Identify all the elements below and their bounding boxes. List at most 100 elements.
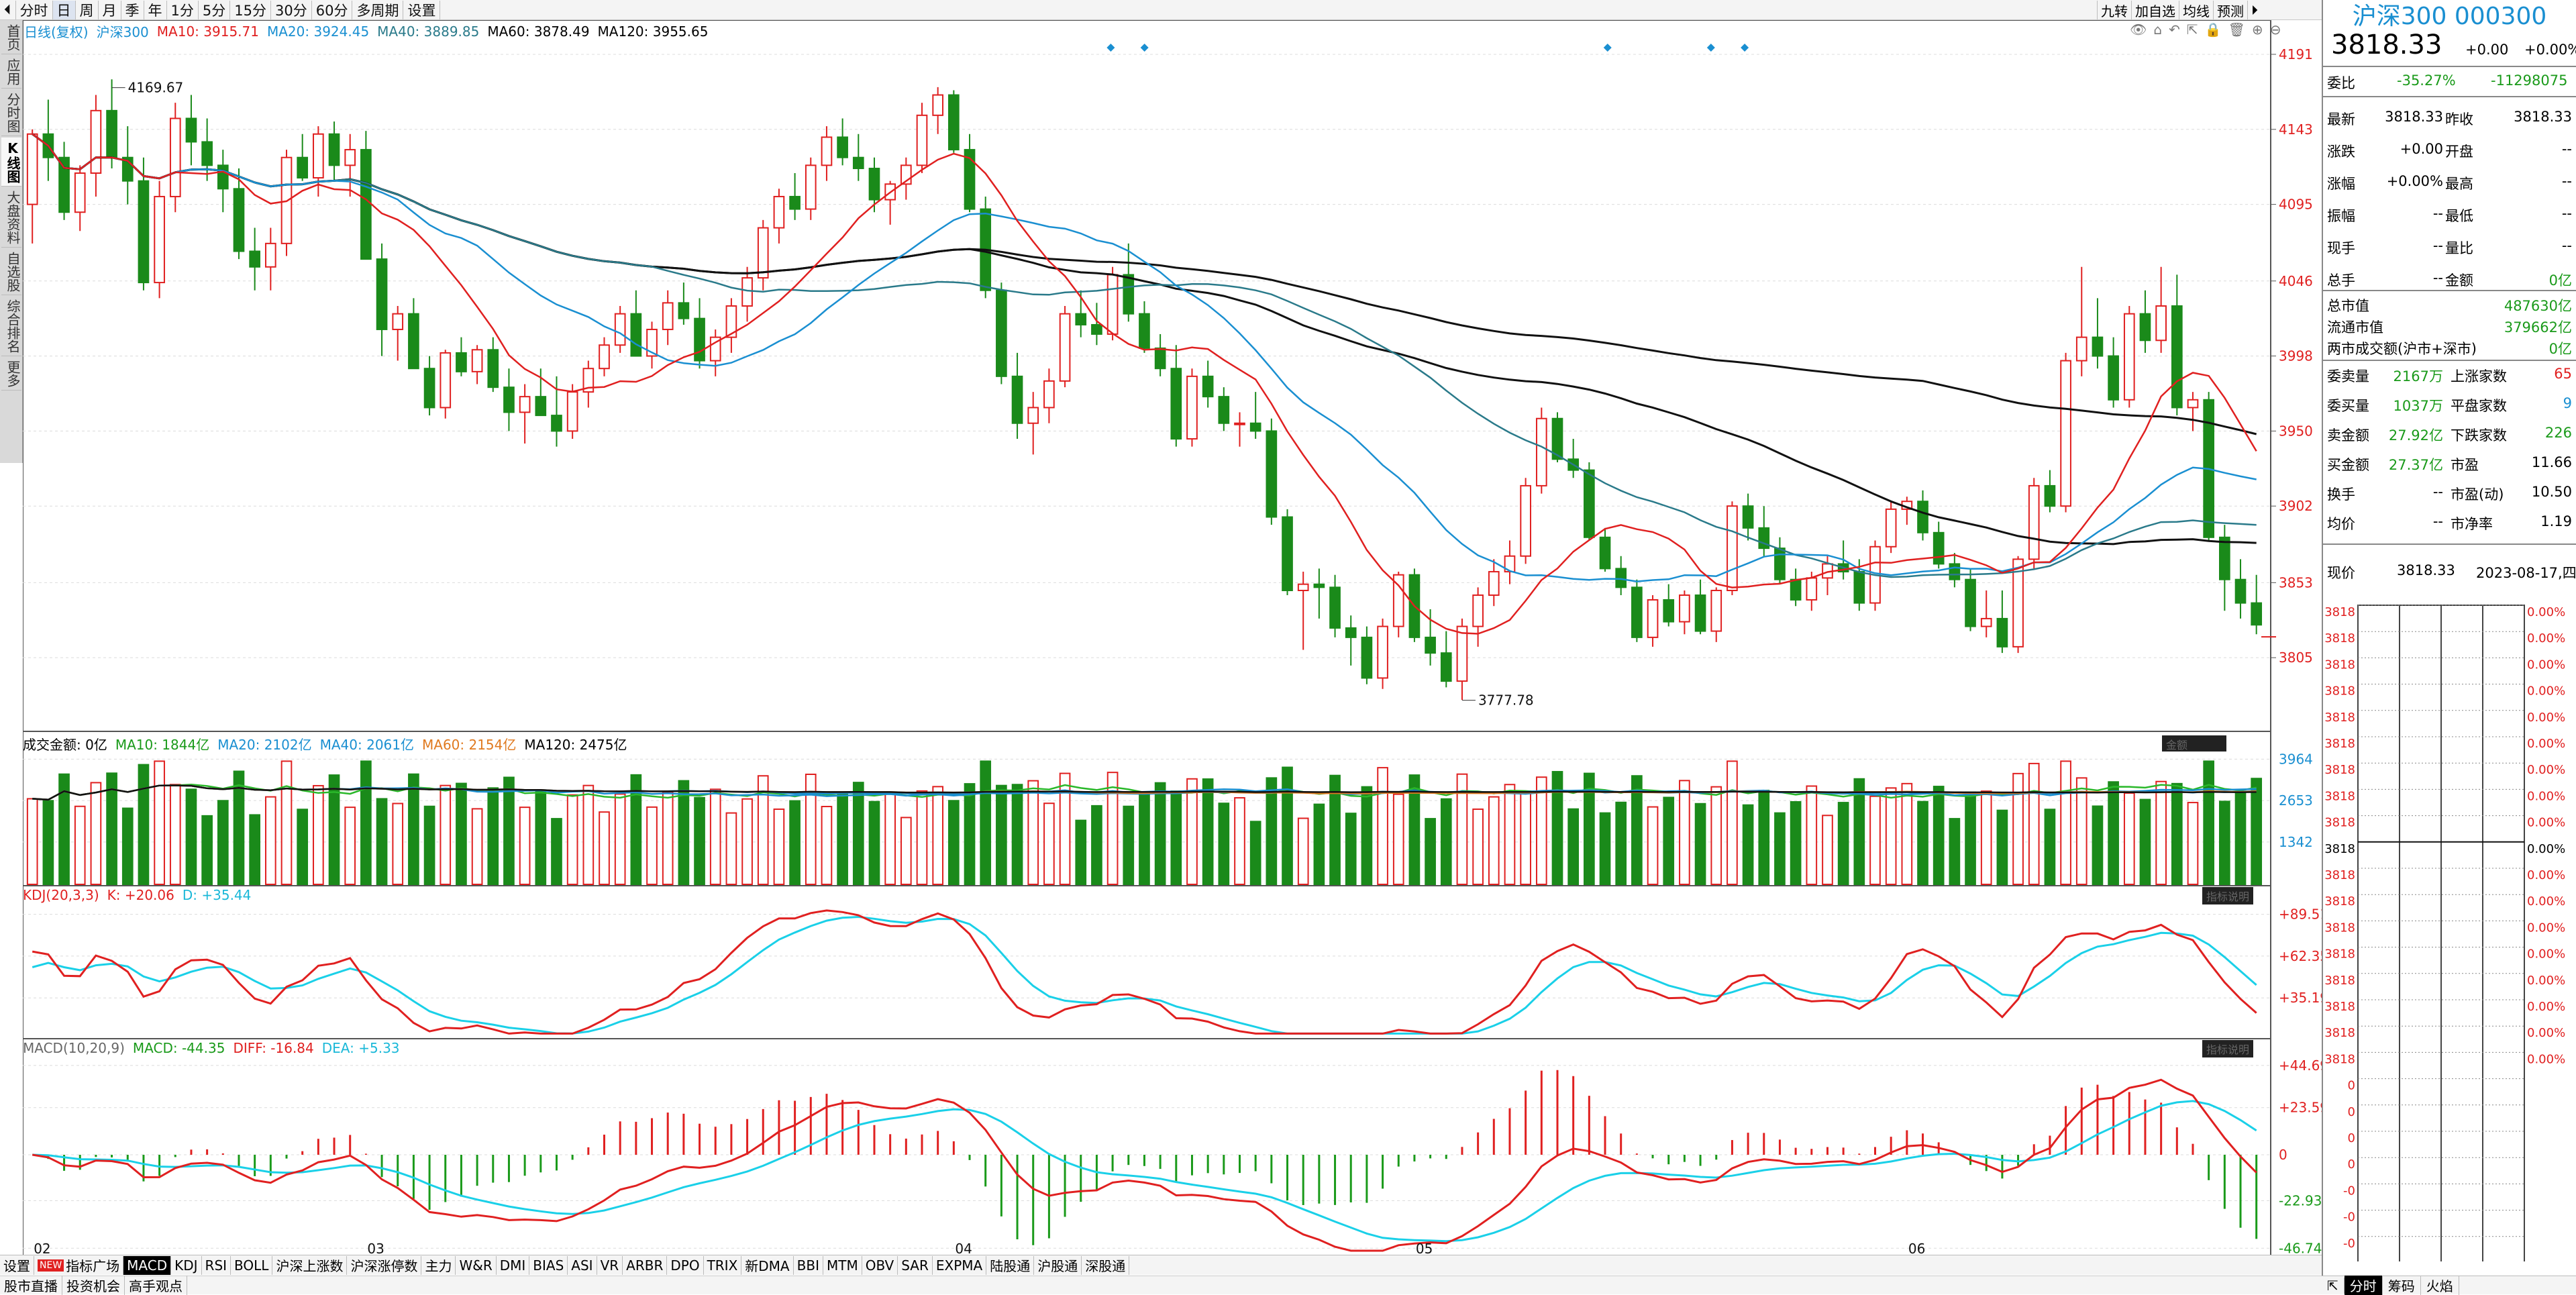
indicator-tab[interactable]: BIAS (529, 1255, 568, 1275)
candle-body[interactable] (789, 195, 801, 210)
indicator-tab[interactable]: OBV (862, 1255, 898, 1275)
period-tab[interactable]: 季 (121, 0, 144, 19)
indicator-tab[interactable]: MACD (123, 1255, 172, 1275)
candle-body[interactable] (328, 133, 340, 166)
candle-body[interactable] (90, 109, 102, 174)
candle-body[interactable] (154, 195, 165, 284)
candle-body[interactable] (1917, 501, 1928, 533)
candle-body[interactable] (1170, 368, 1182, 440)
candle-body[interactable] (1933, 531, 1945, 565)
candle-body[interactable] (2075, 336, 2088, 362)
macd-help-tag[interactable]: 指标说明 (2202, 1040, 2254, 1057)
candle-body[interactable] (1488, 571, 1500, 596)
candle-body[interactable] (487, 349, 499, 389)
indicator-tab[interactable]: SAR (898, 1255, 933, 1275)
candle-body[interactable] (217, 164, 229, 190)
candle-body[interactable] (1679, 594, 1690, 623)
indicator-tab[interactable]: DMI (497, 1255, 530, 1275)
candle-body[interactable] (503, 386, 515, 413)
candle-body[interactable] (773, 195, 785, 229)
candle-body[interactable] (408, 313, 419, 370)
candle-body[interactable] (1965, 578, 1976, 627)
indicator-tab[interactable]: 新DMA (741, 1255, 794, 1275)
candle-body[interactable] (1535, 417, 1547, 486)
candle-body[interactable] (868, 168, 880, 201)
candle-body[interactable] (423, 368, 435, 409)
candle-body[interactable] (249, 250, 260, 268)
candle-body[interactable] (2028, 484, 2040, 560)
indicator-tab[interactable]: KDJ (171, 1255, 202, 1275)
candle-body[interactable] (2123, 313, 2135, 401)
zoom-in-icon[interactable]: ⊕ (2251, 21, 2263, 38)
candle-body[interactable] (297, 156, 309, 179)
event-marker-icon[interactable] (1706, 44, 1715, 52)
quote-bottom-tab[interactable]: 筹码 (2383, 1276, 2421, 1295)
candle-body[interactable] (1853, 571, 1865, 604)
candle-body[interactable] (2234, 578, 2247, 604)
candle-body[interactable] (757, 227, 769, 279)
leftnav-item[interactable]: 自选股 (1, 249, 21, 295)
candle-body[interactable] (1727, 505, 1738, 591)
candle-body[interactable] (1996, 617, 2008, 648)
indicator-tab[interactable]: BOLL (231, 1255, 273, 1275)
indicator-tab[interactable]: 陆股通 (986, 1255, 1035, 1275)
candle-body[interactable] (1742, 505, 1754, 529)
indicator-tab[interactable]: 深股通 (1082, 1255, 1130, 1275)
candle-body[interactable] (313, 133, 324, 178)
expand-icon[interactable]: ⇱ (2322, 1277, 2345, 1294)
candle-body[interactable] (1297, 583, 1309, 592)
candle-body[interactable] (725, 305, 737, 338)
toolbar-right-item[interactable]: 均线 (2179, 1, 2213, 19)
candle-body[interactable] (201, 141, 213, 166)
candle-body[interactable] (169, 117, 181, 197)
indicator-tab[interactable]: 沪深上涨数 (272, 1255, 348, 1275)
period-tab[interactable]: 分时 (16, 0, 53, 19)
toolbar-right-item[interactable]: 九转 (2097, 1, 2131, 19)
indicator-tab[interactable]: W&R (456, 1255, 497, 1275)
period-tab[interactable]: 60分 (312, 0, 353, 19)
candle-body[interactable] (996, 289, 1007, 377)
indicator-tab[interactable]: VR (597, 1255, 623, 1275)
leftnav-item[interactable]: 首页 (1, 21, 21, 54)
period-tab[interactable]: 周 (76, 0, 99, 19)
zoom-out-icon[interactable]: ⊖ (2269, 21, 2281, 38)
candle-body[interactable] (1456, 625, 1468, 682)
candle-body[interactable] (599, 344, 610, 370)
candle-body[interactable] (2251, 602, 2263, 626)
candle-body[interactable] (1234, 422, 1245, 425)
candle-body[interactable] (566, 391, 578, 432)
candle-body[interactable] (456, 352, 467, 372)
candle-body[interactable] (582, 368, 595, 393)
candle-body[interactable] (614, 313, 626, 346)
kline-chart-area[interactable]: 4191 4143 4095 4046 3998 3950 3902 3853 3805 4169… (23, 20, 2322, 1255)
candle-body[interactable] (2092, 336, 2104, 357)
candle-body[interactable] (2171, 305, 2183, 409)
candle-body[interactable] (376, 258, 388, 330)
candle-body[interactable] (519, 396, 531, 413)
candle-body[interactable] (1027, 407, 1039, 424)
candle-body[interactable] (1106, 274, 1119, 335)
candle-body[interactable] (630, 313, 642, 357)
candle-body[interactable] (837, 136, 848, 158)
candle-body[interactable] (58, 156, 70, 213)
indicator-tab[interactable]: ASI (568, 1255, 597, 1275)
draw-icon[interactable]: ⇱ (2186, 21, 2198, 38)
candle-body[interactable] (1774, 548, 1786, 580)
candle-body[interactable] (1011, 375, 1023, 424)
candle-body[interactable] (1329, 586, 1341, 629)
candle-body[interactable] (1710, 590, 1722, 632)
indicator-tab[interactable]: RSI (202, 1255, 231, 1275)
candle-body[interactable] (392, 313, 404, 330)
indicator-tab[interactable]: 沪深涨停数 (347, 1255, 422, 1275)
candle-body[interactable] (26, 133, 38, 205)
quote-bottom-tab[interactable]: 分时 (2344, 1276, 2383, 1295)
candle-body[interactable] (1694, 594, 1706, 632)
candle-body[interactable] (360, 149, 372, 260)
candle-body[interactable] (916, 114, 928, 166)
indicator-tab[interactable]: EXPMA (933, 1255, 987, 1275)
indicator-tab[interactable]: 主力 (421, 1255, 456, 1275)
candle-body[interactable] (2139, 313, 2151, 342)
candle-body[interactable] (1202, 375, 1214, 398)
candle-body[interactable] (138, 180, 150, 284)
event-marker-icon[interactable] (1106, 44, 1115, 52)
